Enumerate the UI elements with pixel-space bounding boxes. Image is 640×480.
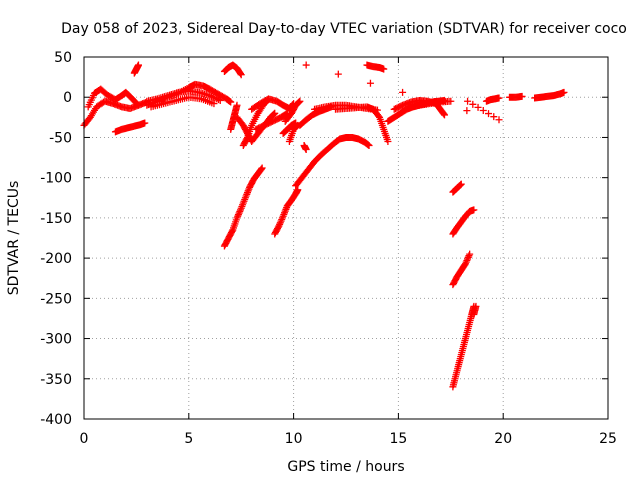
data-point-interp (243, 135, 251, 143)
y-axis-label: SDTVAR / TECUs (6, 181, 22, 296)
x-axis-label: GPS time / hours (287, 459, 404, 475)
grid (84, 57, 608, 419)
data-point-interp (465, 252, 473, 260)
y-tick-label: 50 (54, 50, 72, 66)
data-point-interp (479, 106, 487, 114)
data-point-interp (366, 79, 374, 87)
data-point-interp (270, 110, 278, 118)
data-point (134, 61, 142, 69)
data-point-interp (292, 123, 300, 131)
data-point-interp (485, 110, 493, 118)
data-point-interp (295, 98, 303, 106)
data-point (466, 250, 474, 258)
data-point (210, 100, 218, 108)
y-tick-label: -300 (40, 332, 72, 348)
data-point-interp (276, 219, 284, 227)
data-point (294, 186, 302, 194)
data-point (237, 71, 245, 79)
x-tick-label: 0 (80, 431, 89, 447)
data-point-interp (474, 103, 482, 111)
data-point-interp (257, 165, 265, 173)
data-point (302, 146, 310, 154)
data-point-interp (294, 99, 302, 107)
data-point (441, 111, 449, 119)
data-point-interp (464, 255, 472, 263)
data-point-interp (237, 70, 245, 78)
data-point-interp (237, 206, 245, 214)
data-point (560, 88, 568, 96)
data-points (80, 61, 568, 391)
y-tick-label: -250 (40, 291, 72, 307)
data-point-interp (334, 70, 342, 78)
data-point-interp (462, 258, 470, 266)
data-point (461, 260, 469, 268)
data-point-interp (236, 207, 244, 215)
data-point-interp (235, 209, 243, 217)
data-point-interp (490, 113, 498, 121)
data-point (495, 94, 503, 102)
data-point-interp (463, 257, 471, 265)
data-point (365, 141, 373, 149)
plot-frame (83, 56, 609, 420)
data-point (384, 137, 392, 145)
data-point (134, 101, 142, 109)
data-point (275, 222, 283, 230)
data-point-interp (269, 111, 277, 119)
x-tick-label: 10 (285, 431, 303, 447)
data-point-interp (234, 212, 242, 220)
x-tick-label: 5 (184, 431, 193, 447)
data-point (302, 61, 310, 69)
data-point-interp (463, 107, 471, 115)
y-tick-label: -400 (40, 412, 72, 428)
data-point (271, 109, 279, 117)
data-point (216, 96, 224, 104)
data-point-interp (440, 110, 448, 118)
x-tick-label: 15 (389, 431, 407, 447)
data-point (518, 92, 526, 100)
data-point-interp (133, 100, 141, 108)
data-point-interp (234, 211, 242, 219)
y-tick-label: -150 (40, 211, 72, 227)
chart-title: Day 058 of 2023, Sidereal Day-to-day VTE… (61, 21, 627, 37)
y-tick-label: -350 (40, 372, 72, 388)
data-point (258, 164, 266, 172)
data-point-interp (228, 227, 236, 235)
data-point (227, 98, 235, 106)
data-point (495, 116, 503, 124)
data-point-interp (431, 98, 439, 106)
x-tick-label: 25 (599, 431, 617, 447)
y-tick-label: -200 (40, 251, 72, 267)
data-point (470, 206, 478, 214)
data-point (380, 65, 388, 73)
data-point (472, 302, 480, 310)
data-point-interp (456, 181, 464, 189)
data-point-interp (278, 215, 286, 223)
data-point-interp (457, 181, 465, 189)
data-point-interp (399, 88, 407, 96)
data-point-interp (276, 220, 284, 228)
data-point (233, 101, 241, 109)
y-tick-label: -50 (49, 130, 72, 146)
x-tick-label: 20 (494, 431, 512, 447)
data-point-interp (469, 100, 477, 108)
data-point (447, 97, 455, 105)
data-point-interp (464, 253, 472, 261)
data-point (233, 214, 241, 222)
data-point (141, 119, 149, 127)
y-tick-label: 0 (63, 90, 72, 106)
data-point-interp (278, 214, 286, 222)
data-point (464, 97, 472, 105)
data-point-interp (277, 217, 285, 225)
data-point (457, 180, 465, 188)
y-tick-label: -100 (40, 171, 72, 187)
data-point (296, 97, 304, 105)
